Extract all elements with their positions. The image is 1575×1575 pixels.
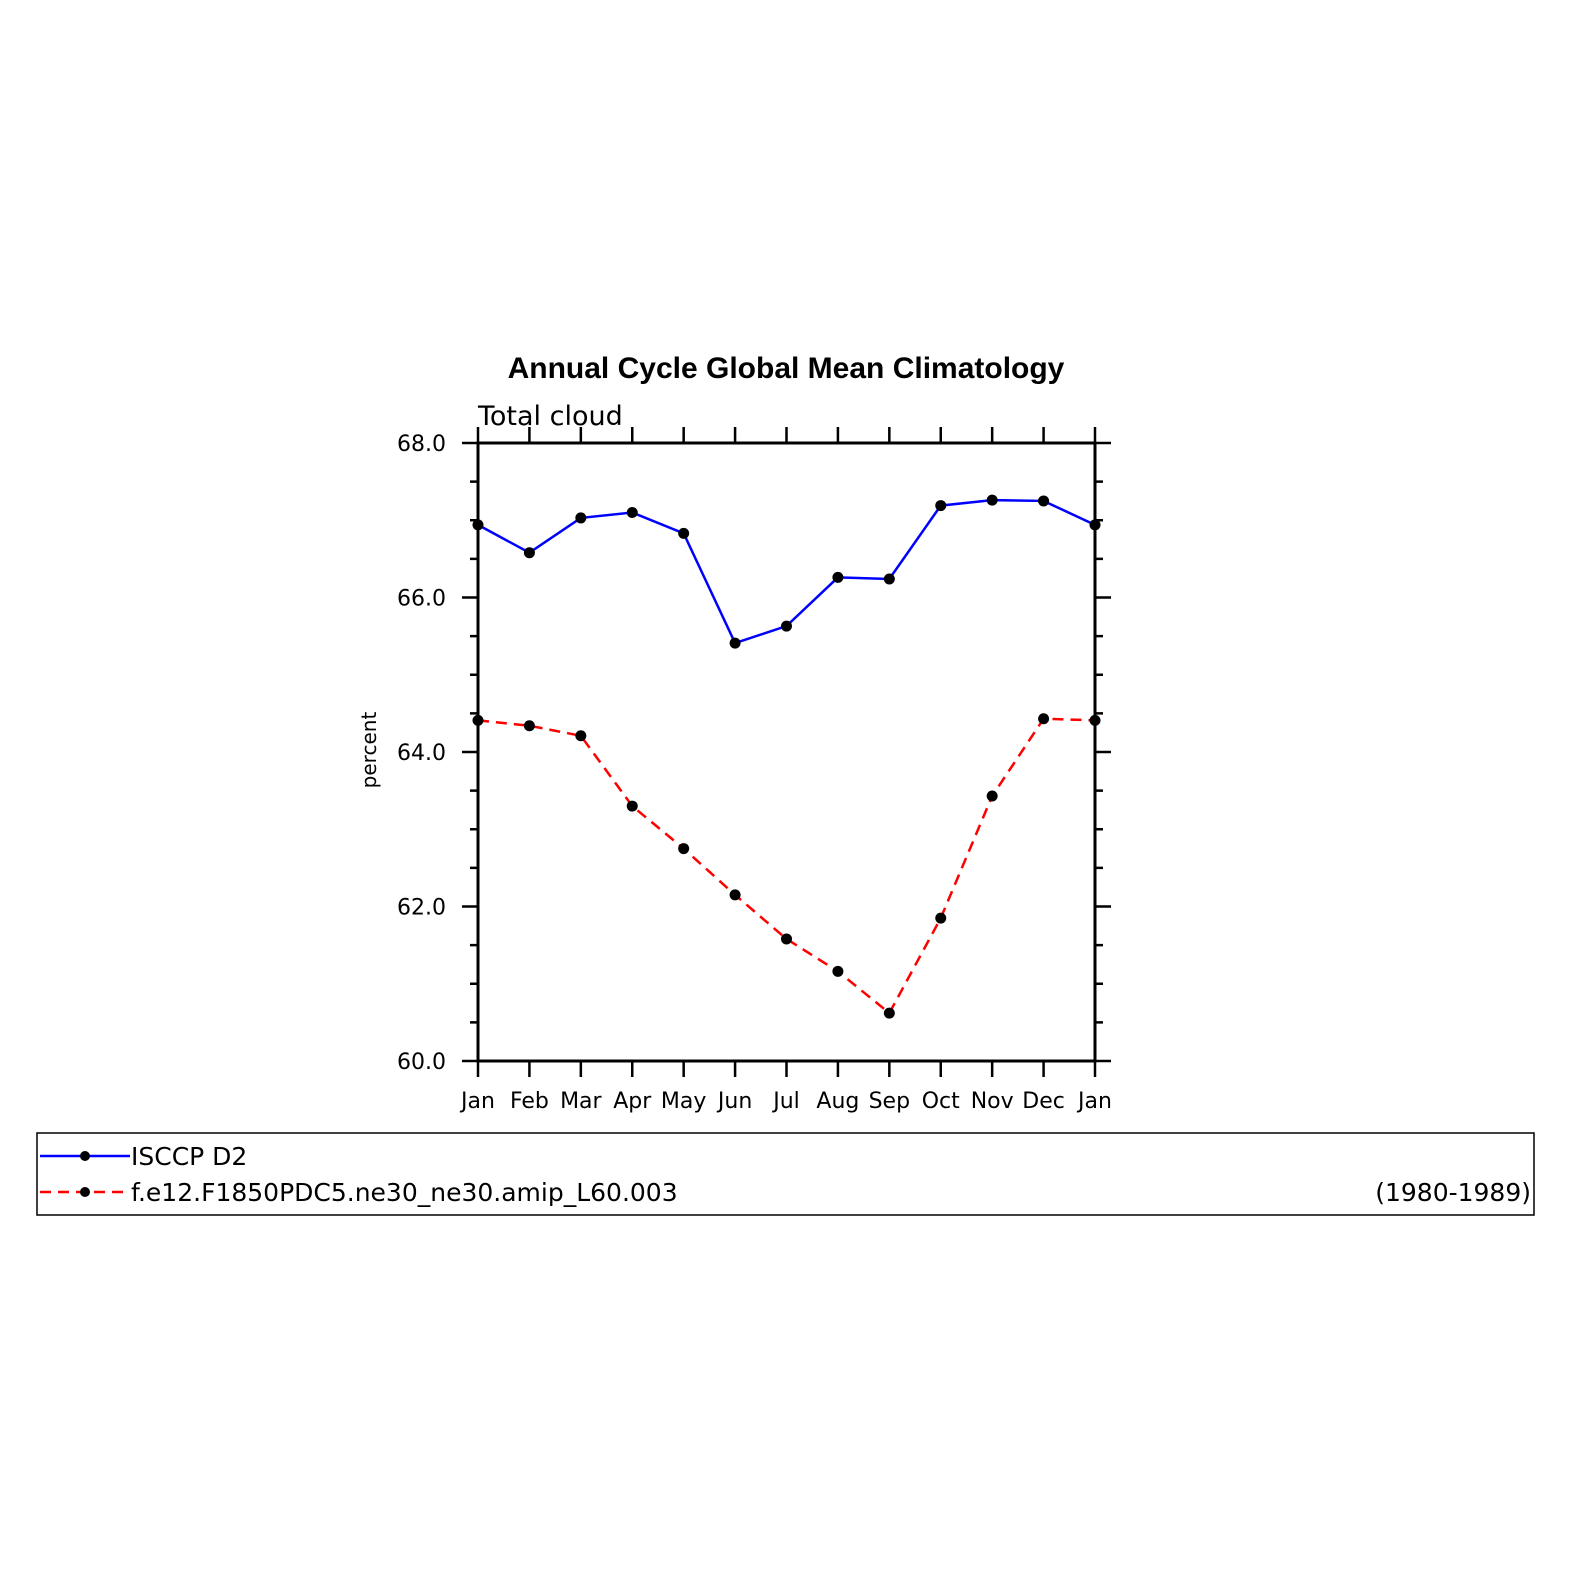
y-tick-labels: 60.0 62.0 64.0 66.0 68.0 — [397, 432, 446, 1075]
y-tick-label: 68.0 — [397, 432, 446, 457]
series-1-point — [1089, 519, 1101, 531]
series-1-point — [883, 573, 895, 585]
series-1-point — [472, 519, 484, 531]
series-2-point — [935, 912, 947, 924]
series-2-point — [472, 714, 484, 726]
x-tick-label: Feb — [510, 1089, 549, 1114]
series-2-point — [523, 720, 535, 732]
legend-period: (1980-1989) — [1375, 1178, 1531, 1207]
legend-marker-series-1 — [80, 1151, 90, 1161]
y-axis-label: percent — [357, 712, 381, 789]
y-tick-label: 66.0 — [397, 587, 446, 612]
series-2-point — [883, 1007, 895, 1019]
x-tick-label: Jun — [716, 1089, 752, 1114]
series-2-point — [1038, 713, 1050, 725]
y-tick-label: 60.0 — [397, 1050, 446, 1075]
series-2-point — [781, 933, 792, 945]
y-tick-label: 62.0 — [397, 896, 446, 921]
series-2-point — [1089, 714, 1101, 726]
series-2-point — [626, 800, 638, 812]
series-2-point — [832, 965, 844, 977]
series-2-point — [575, 730, 587, 742]
legend-label-series-2: f.e12.F1850PDC5.ne30_ne30.amip_L60.003 — [131, 1178, 678, 1207]
x-tick-label: Jan — [459, 1089, 495, 1114]
series-1-point — [781, 620, 792, 632]
series-line-2 — [477, 717, 1096, 1016]
x-tick-label: Nov — [971, 1089, 1014, 1114]
series-1-point — [729, 637, 741, 649]
y-tick-label: 64.0 — [397, 741, 446, 766]
plot-frame — [476, 441, 1097, 1063]
series-1-point — [575, 512, 587, 524]
chart-title: Annual Cycle Global Mean Climatology — [508, 352, 1065, 385]
series-1-point — [935, 500, 947, 512]
axis-ticks — [462, 427, 1111, 1077]
legend-box — [36, 1132, 1535, 1216]
x-tick-label: Dec — [1022, 1089, 1065, 1114]
legend: ISCCP D2 f.e12.F1850PDC5.ne30_ne30.amip_… — [36, 1132, 1535, 1216]
x-tick-label: Apr — [613, 1089, 652, 1114]
series-2-point — [729, 889, 741, 901]
series-2-point — [678, 843, 690, 855]
x-tick-label: Aug — [816, 1089, 859, 1114]
series-1-point — [523, 547, 535, 559]
series-1-point — [678, 527, 690, 539]
series-1-point — [986, 494, 998, 506]
series-2-point — [986, 790, 998, 802]
x-tick-label: Jul — [771, 1089, 800, 1114]
legend-label-series-1: ISCCP D2 — [131, 1142, 247, 1171]
x-tick-label: May — [661, 1089, 706, 1114]
series-1-point — [1038, 495, 1050, 507]
legend-marker-series-2 — [80, 1187, 90, 1197]
series-group — [472, 494, 1101, 1019]
x-tick-label: Jan — [1076, 1089, 1112, 1114]
x-tick-label: Oct — [922, 1089, 960, 1114]
x-tick-label: Mar — [560, 1089, 602, 1114]
chart-subtitle: Total cloud — [477, 401, 623, 432]
series-1-point — [832, 571, 844, 583]
x-tick-label: Sep — [869, 1089, 910, 1114]
x-tick-labels: Jan Feb Mar Apr May Jun Jul Aug Sep Oct Nov Dec Jan — [459, 1089, 1112, 1114]
series-1-point — [626, 507, 638, 519]
